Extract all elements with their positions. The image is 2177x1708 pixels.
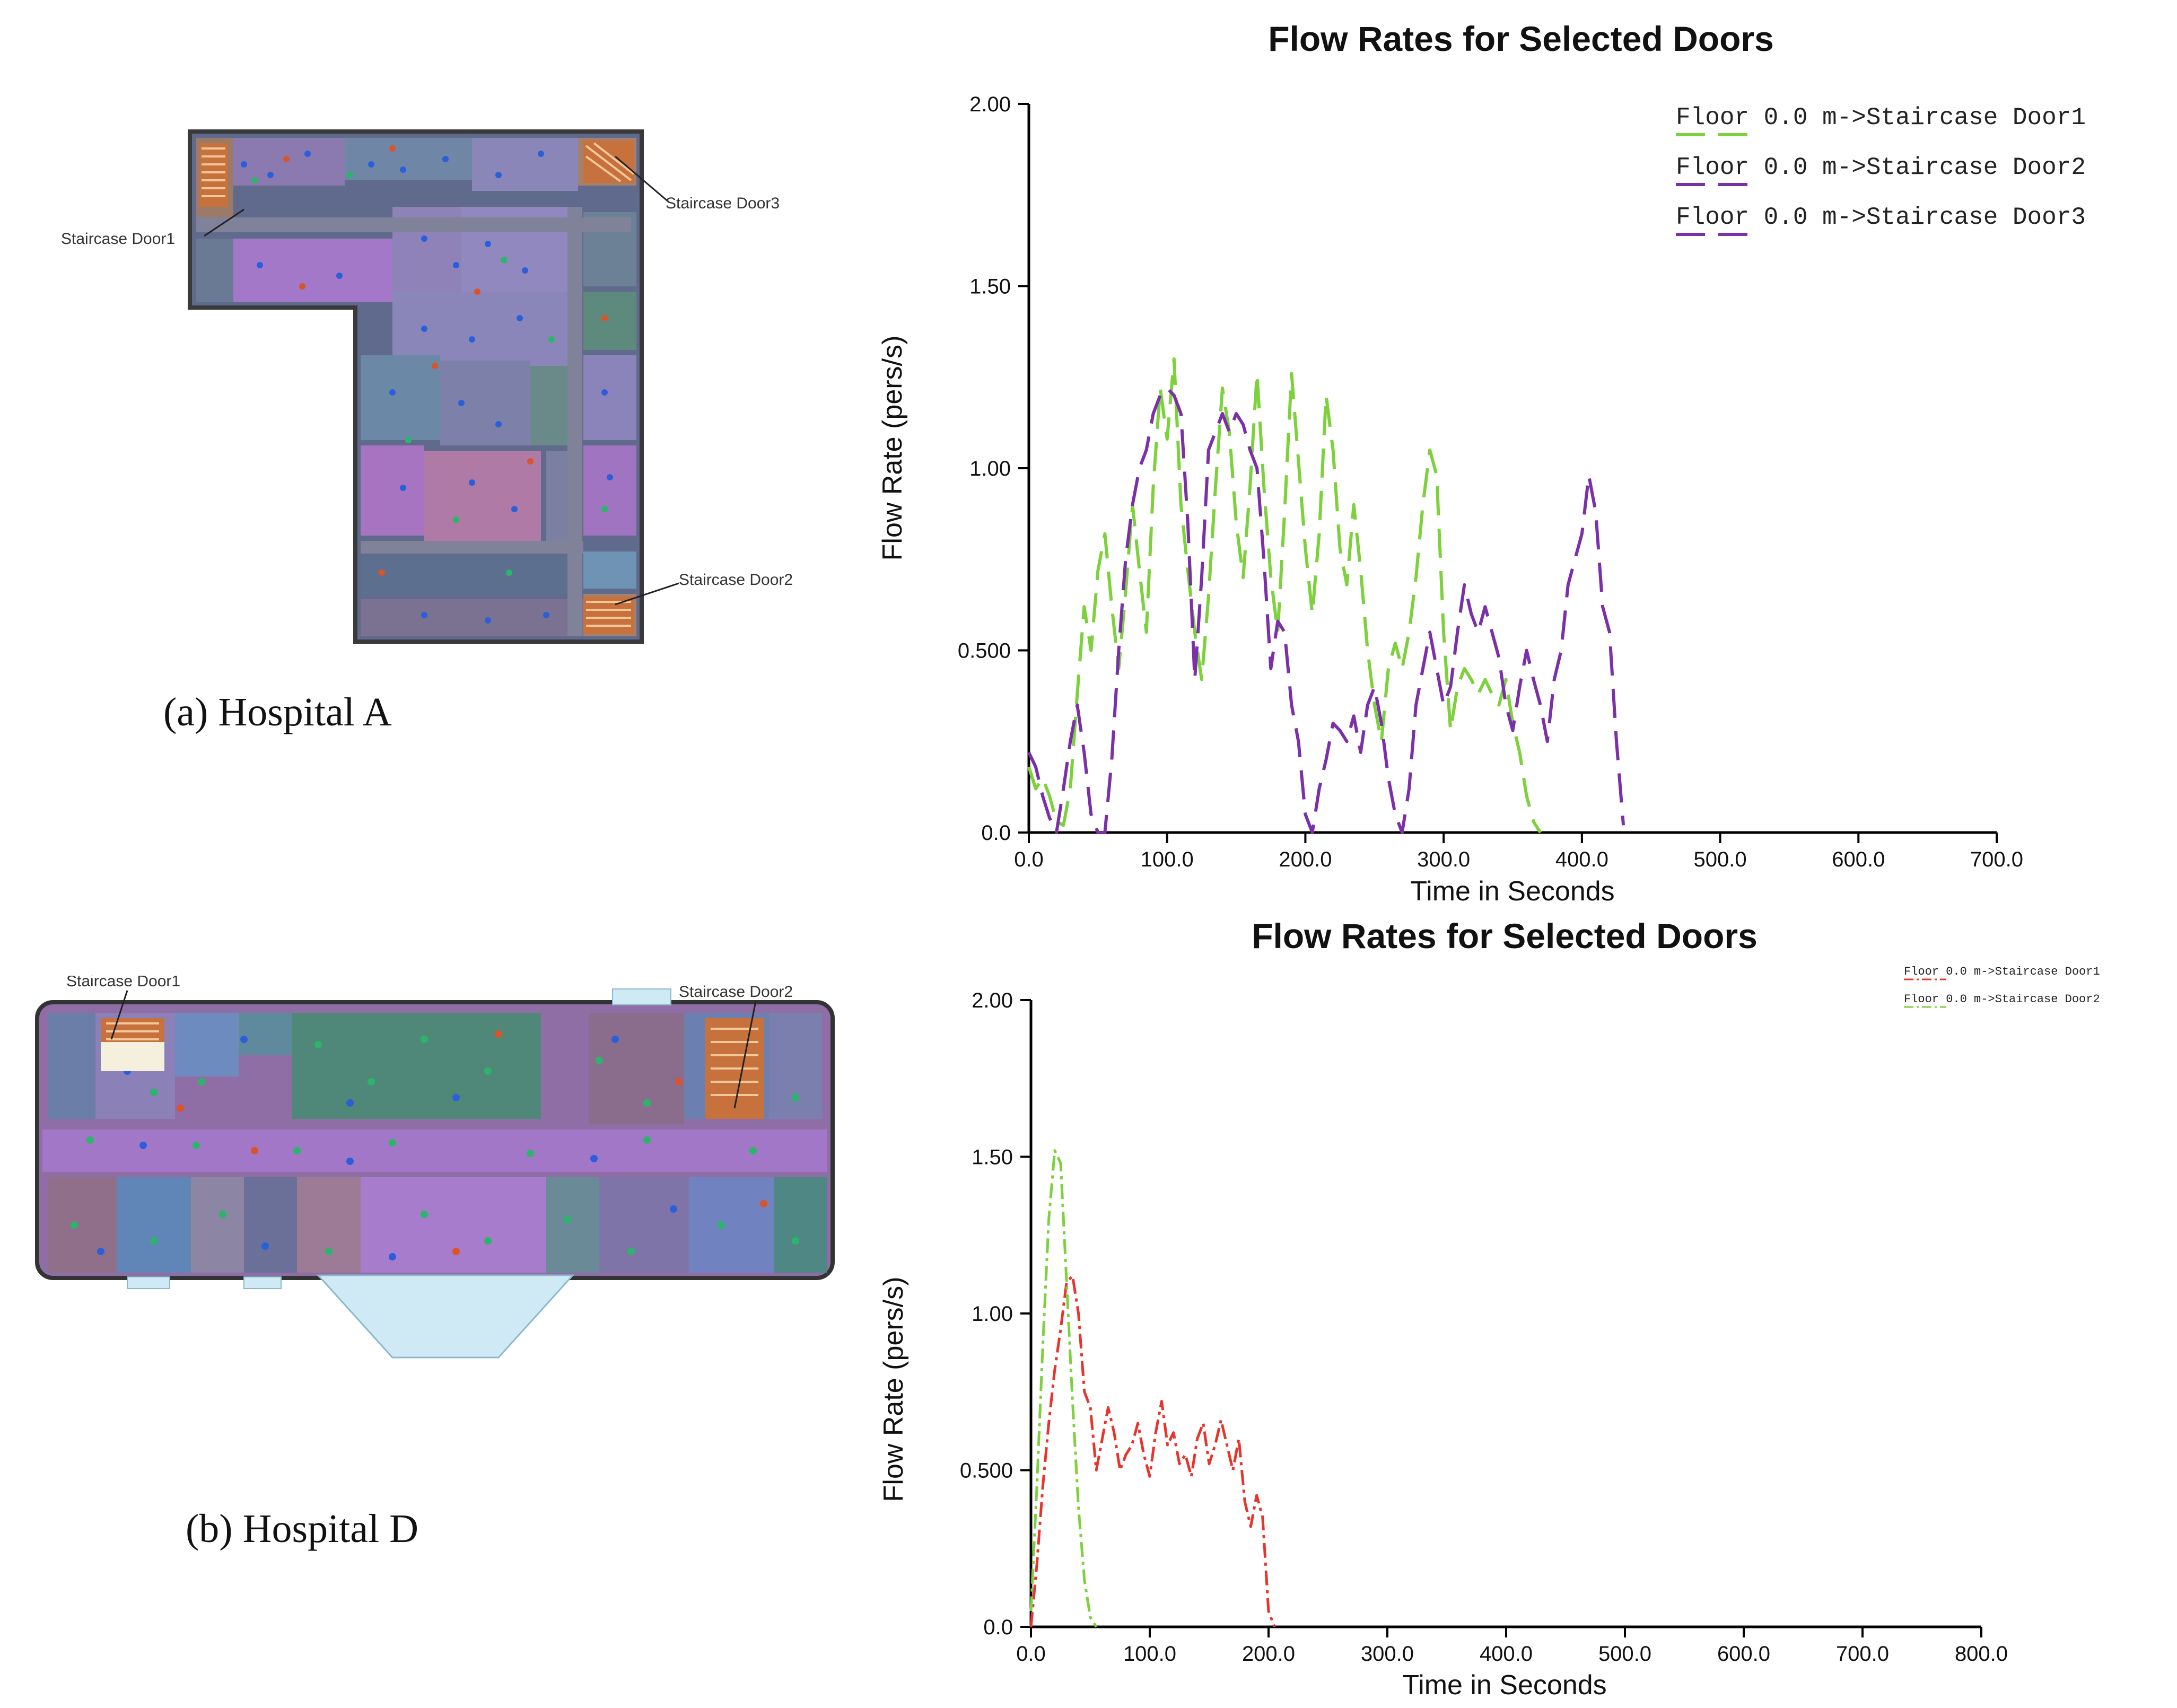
chart2-x-tick-label: 300.0 (1361, 1642, 1414, 1666)
chart1-series (1027, 357, 1625, 834)
chart1-series-line-door1 (1027, 357, 1542, 834)
chart2-y-tick-label: 2.00 (972, 989, 1013, 1012)
chart1-x-tick-label: 400.0 (1555, 848, 1608, 871)
chart2-legend-item-door1: Floor 0.0 m->Staircase Door1 (1904, 965, 2100, 980)
chart1-y-tick-label: 0.500 (958, 640, 1011, 663)
chart1-x-tick-label: 600.0 (1832, 848, 1885, 871)
chart1-x-tick-label: 200.0 (1279, 848, 1332, 871)
flow-rate-chart-hospital-a: Flow Rates for Selected Doors Time in Se… (877, 19, 2086, 907)
chart2-x-tick-label: 600.0 (1717, 1642, 1770, 1666)
chart1-legend-label-door1: Floor 0.0 m->Staircase Door1 (1676, 104, 2086, 132)
chart1-x-tick-label: 700.0 (1970, 848, 2023, 871)
chart1-y-tick-label: 2.00 (969, 93, 1011, 116)
chart1-legend-item-door3: Floor 0.0 m->Staircase Door3 (1676, 204, 2086, 236)
chart1-y-ticks: 0.0 0.500 1.00 1.50 2.00 (958, 93, 1029, 845)
chart1-legend: Floor 0.0 m->Staircase Door1 Floor 0.0 m… (1676, 104, 2086, 236)
chart1-legend-label-door3: Floor 0.0 m->Staircase Door3 (1676, 204, 2086, 231)
chart1-x-tick-label: 300.0 (1417, 848, 1470, 871)
hospital-d-building (35, 988, 835, 1359)
chart2-legend-item-door2: Floor 0.0 m->Staircase Door2 (1904, 993, 2100, 1008)
hospital-d-door1-label: Staircase Door1 (66, 976, 180, 990)
chart2-x-axis-label: Time in Seconds (1402, 1670, 1606, 1701)
chart2-legend-label-door2: Floor 0.0 m->Staircase Door2 (1904, 993, 2100, 1006)
hospital-d-caption: (b) Hospital D (186, 1506, 419, 1551)
chart1-x-axis-label: Time in Seconds (1410, 876, 1614, 907)
chart2-y-tick-label: 0.500 (960, 1459, 1013, 1483)
chart1-x-tick-label: 0.0 (1014, 848, 1044, 871)
chart1-legend-item-door1: Floor 0.0 m->Staircase Door1 (1676, 104, 2086, 136)
chart1-legend-label-door2: Floor 0.0 m->Staircase Door2 (1676, 154, 2086, 181)
hospital-a-door1-label: Staircase Door1 (61, 230, 175, 248)
chart1-y-tick-label: 0.0 (981, 821, 1011, 845)
chart2-legend: Floor 0.0 m->Staircase Door1 Floor 0.0 m… (1904, 965, 2100, 1008)
chart1-x-tick-label: 100.0 (1141, 848, 1194, 871)
chart1-y-tick-label: 1.50 (969, 275, 1011, 299)
hospital-a-staircase3-icon (583, 141, 635, 183)
hospital-a-staircase2-icon (583, 597, 634, 634)
chart2-x-tick-label: 500.0 (1598, 1642, 1651, 1666)
chart2-series-line-door1 (1029, 1274, 1276, 1627)
chart2-y-ticks: 0.0 0.500 1.00 1.50 2.00 (960, 989, 1031, 1639)
flow-rate-chart-hospital-d: Flow Rates for Selected Doors Time in Se… (878, 916, 2100, 1701)
hospital-a-door2-label: Staircase Door2 (679, 571, 793, 589)
chart1-title: Flow Rates for Selected Doors (1268, 19, 1774, 58)
chart2-series-line-door2 (1029, 1149, 1098, 1628)
chart2-x-tick-label: 400.0 (1480, 1642, 1533, 1666)
chart2-y-axis-label: Flow Rate (pers/s) (878, 1277, 909, 1502)
chart1-series-line-door2 (1027, 386, 1625, 834)
chart2-x-tick-label: 700.0 (1836, 1642, 1889, 1666)
chart2-x-tick-label: 200.0 (1242, 1642, 1295, 1666)
chart2-y-tick-label: 0.0 (983, 1616, 1013, 1639)
hospital-d-floor-plan: Staircase Door1 Staircase Door2 (35, 976, 835, 1359)
hospital-a-floor-plan: Staircase Door1 Staircase Door3 Staircas… (61, 129, 793, 644)
chart1-y-tick-label: 1.00 (969, 457, 1011, 480)
hospital-d-door2-label: Staircase Door2 (679, 983, 793, 1001)
chart2-x-ticks: 0.0 100.0 200.0 300.0 400.0 500.0 600.0 700.0 80… (1016, 1627, 2008, 1666)
hospital-a-staircase1-icon (199, 143, 228, 207)
hospital-d-staircase2-icon (705, 1018, 764, 1119)
hospital-d-staircase1-icon (101, 1018, 164, 1071)
chart2-series (1029, 1149, 1276, 1628)
chart2-x-tick-label: 100.0 (1123, 1642, 1176, 1666)
chart2-title: Flow Rates for Selected Doors (1252, 916, 1758, 956)
chart1-y-axis-label: Flow Rate (pers/s) (877, 336, 908, 561)
chart1-legend-item-door2: Floor 0.0 m->Staircase Door2 (1676, 154, 2086, 186)
chart2-y-tick-label: 1.50 (972, 1146, 1013, 1169)
chart1-x-ticks: 0.0 100.0 200.0 300.0 400.0 500.0 600.0 700.0 (1014, 833, 2023, 871)
chart2-x-tick-label: 0.0 (1016, 1642, 1046, 1666)
hospital-a-caption: (a) Hospital A (163, 690, 392, 734)
chart2-y-tick-label: 1.00 (972, 1302, 1013, 1326)
hospital-a-door3-label: Staircase Door3 (666, 195, 780, 212)
hospital-a-building (188, 129, 644, 644)
chart2-legend-label-door1: Floor 0.0 m->Staircase Door1 (1904, 965, 2100, 978)
chart2-x-tick-label: 800.0 (1955, 1642, 2008, 1666)
chart1-x-tick-label: 500.0 (1694, 848, 1747, 871)
